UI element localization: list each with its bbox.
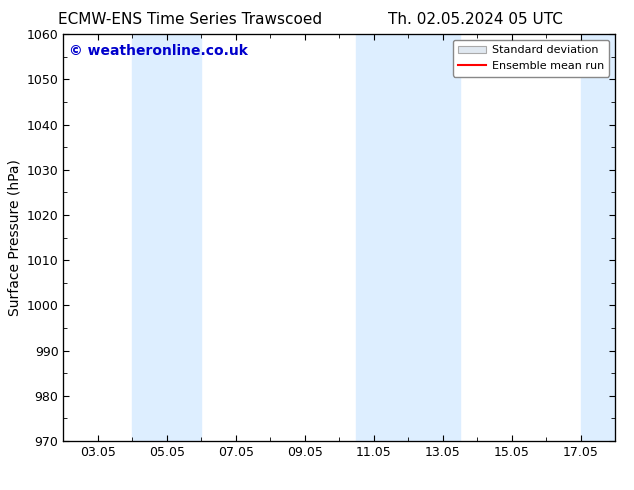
Bar xyxy=(133,34,202,441)
Bar xyxy=(581,34,615,441)
Text: © weatheronline.co.uk: © weatheronline.co.uk xyxy=(69,45,248,58)
Text: ECMW-ENS Time Series Trawscoed: ECMW-ENS Time Series Trawscoed xyxy=(58,12,322,27)
Bar xyxy=(356,34,460,441)
Y-axis label: Surface Pressure (hPa): Surface Pressure (hPa) xyxy=(7,159,21,316)
Text: Th. 02.05.2024 05 UTC: Th. 02.05.2024 05 UTC xyxy=(388,12,563,27)
Legend: Standard deviation, Ensemble mean run: Standard deviation, Ensemble mean run xyxy=(453,40,609,76)
